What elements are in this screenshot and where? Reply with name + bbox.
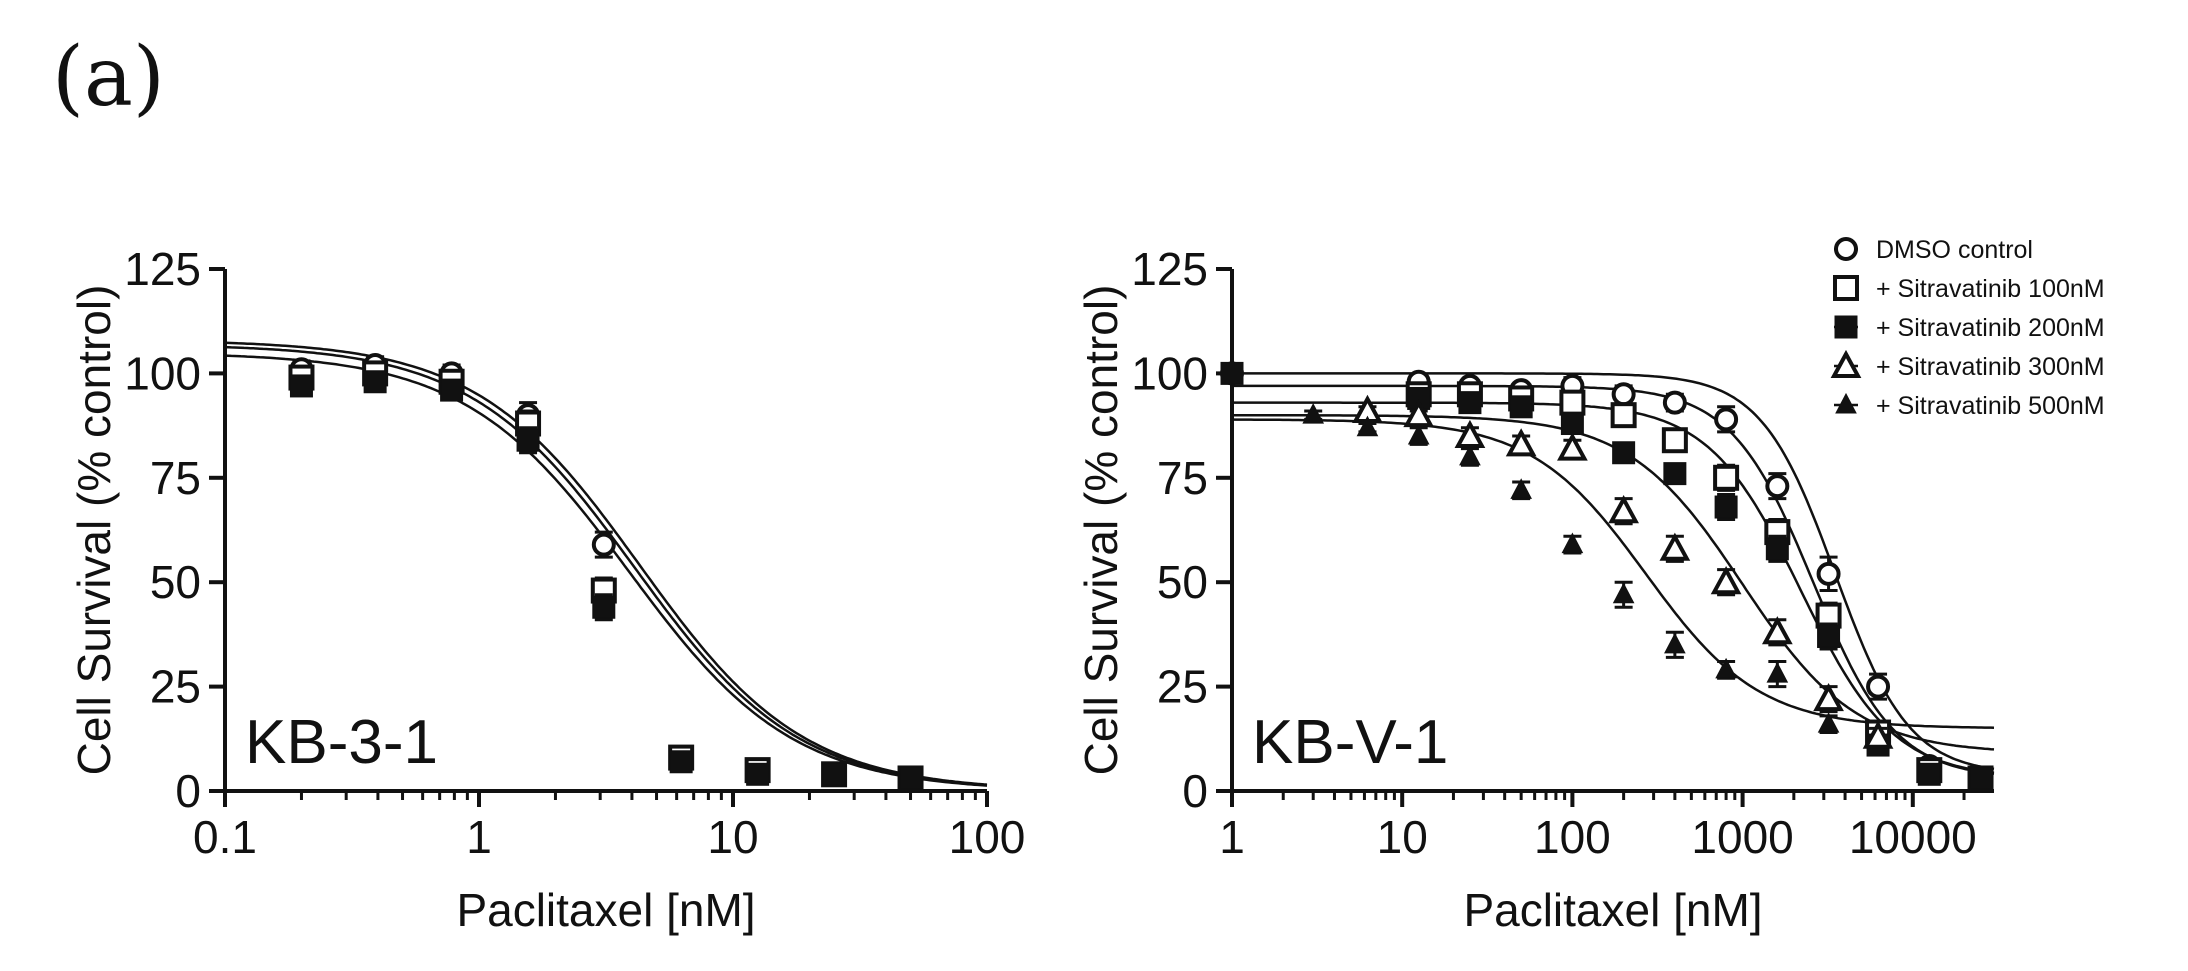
data-point bbox=[1714, 407, 1739, 432]
y-tick-label: 25 bbox=[150, 661, 201, 713]
data-point bbox=[1715, 657, 1737, 679]
series-sitravatinib-200nm bbox=[289, 370, 923, 790]
data-point bbox=[1611, 382, 1636, 407]
data-point bbox=[1765, 474, 1790, 499]
data-point bbox=[1813, 682, 1844, 712]
y-tick-label: 125 bbox=[1131, 243, 1208, 295]
legend-label: + Sitravatinib 100nM bbox=[1876, 275, 2105, 303]
data-point bbox=[1816, 561, 1841, 586]
data-point bbox=[440, 378, 464, 402]
data-point bbox=[1766, 661, 1789, 683]
data-point bbox=[669, 750, 693, 774]
legend-marker bbox=[1833, 275, 1859, 301]
y-tick-label: 25 bbox=[1157, 661, 1208, 713]
data-point bbox=[1710, 566, 1742, 595]
x-axis-title: Paclitaxel [nM] bbox=[1463, 884, 1762, 936]
data-point bbox=[1608, 495, 1640, 524]
data-point bbox=[1659, 532, 1691, 561]
legend-label: + Sitravatinib 200nM bbox=[1876, 314, 2105, 342]
x-tick-label: 100 bbox=[1534, 811, 1611, 863]
data-point bbox=[746, 762, 770, 786]
legend-marker bbox=[1834, 315, 1858, 339]
data-point bbox=[1714, 495, 1738, 519]
panel-label: (a) bbox=[52, 30, 165, 125]
data-point bbox=[1510, 478, 1532, 499]
data-point bbox=[1356, 415, 1379, 437]
data-point bbox=[1663, 462, 1687, 486]
data-point bbox=[1612, 441, 1636, 465]
data-point bbox=[1561, 532, 1584, 554]
data-point bbox=[1817, 712, 1840, 733]
y-axis-title: Cell Survival (% control) bbox=[1075, 285, 1127, 776]
chart-kb-3-1: 0 25 50 75 100 125 0.1 1 10 100 Paclitaxel [nM] Cel… bbox=[68, 243, 1025, 936]
data-point bbox=[1302, 403, 1325, 424]
x-tick-label: 10 bbox=[707, 811, 758, 863]
x-tick-label: 10 bbox=[1377, 811, 1428, 863]
legend-marker bbox=[1834, 237, 1858, 261]
data-point bbox=[1509, 395, 1533, 419]
x-tick-label: 1 bbox=[466, 811, 492, 863]
data-point bbox=[592, 595, 616, 619]
data-point bbox=[363, 370, 387, 394]
fit-curve-sitravatinib-100nm bbox=[224, 345, 988, 787]
data-point bbox=[516, 428, 540, 452]
data-point bbox=[1220, 361, 1244, 385]
y-tick-label: 0 bbox=[175, 765, 201, 817]
data-point bbox=[289, 374, 313, 398]
fit-curve-dmso-control bbox=[224, 341, 988, 786]
x-tick-label: 1 bbox=[1219, 811, 1245, 863]
y-tick-label: 0 bbox=[1182, 765, 1208, 817]
x-tick-label: 10000 bbox=[1849, 811, 1977, 863]
data-point bbox=[1557, 432, 1588, 461]
data-point bbox=[1713, 464, 1740, 491]
series-sitravatinib-500nm bbox=[1302, 403, 1840, 735]
data-point bbox=[899, 766, 923, 790]
data-point bbox=[1610, 402, 1637, 429]
data-point bbox=[822, 762, 846, 786]
data-point bbox=[1862, 720, 1894, 749]
series-sitravatinib-100nm bbox=[1405, 381, 1994, 792]
legend-marker bbox=[1830, 349, 1862, 378]
y-tick-label: 75 bbox=[150, 452, 201, 504]
y-tick-label: 50 bbox=[150, 556, 201, 608]
cell-line-label: KB-V-1 bbox=[1252, 708, 1448, 777]
data-point bbox=[1407, 423, 1430, 445]
data-point bbox=[1866, 674, 1891, 699]
legend-label: DMSO control bbox=[1876, 236, 2033, 264]
data-point bbox=[1661, 427, 1688, 454]
cell-line-label: KB-3-1 bbox=[245, 708, 438, 777]
legend-label: + Sitravatinib 300nM bbox=[1876, 353, 2105, 381]
y-tick-label: 50 bbox=[1157, 556, 1208, 608]
y-tick-label: 75 bbox=[1157, 452, 1208, 504]
chart-kb-v-1: 0 25 50 75 100 125 1 10 100 1000 10000 Paclitaxel [… bbox=[1075, 236, 2105, 936]
data-point bbox=[1560, 412, 1584, 436]
x-tick-label: 1000 bbox=[1691, 811, 1793, 863]
data-point bbox=[1662, 390, 1687, 415]
y-tick-label: 100 bbox=[124, 347, 201, 399]
data-point bbox=[1458, 391, 1482, 415]
data-point bbox=[1917, 762, 1941, 786]
y-tick-label: 100 bbox=[1131, 347, 1208, 399]
x-axis-title: Paclitaxel [nM] bbox=[456, 884, 755, 936]
x-tick-label: 0.1 bbox=[193, 811, 257, 863]
legend-label: + Sitravatinib 500nM bbox=[1876, 392, 2105, 420]
legend-marker bbox=[1835, 392, 1857, 414]
data-point bbox=[1765, 537, 1789, 561]
data-point bbox=[1459, 444, 1481, 466]
data-point bbox=[1664, 632, 1686, 654]
data-point bbox=[591, 532, 616, 557]
data-point bbox=[1817, 624, 1841, 648]
y-axis-title: Cell Survival (% control) bbox=[68, 285, 120, 776]
legend: DMSO control + Sitravatinib 100nM + Sitrav… bbox=[1830, 236, 2105, 420]
data-point bbox=[1612, 582, 1635, 604]
y-tick-label: 125 bbox=[124, 243, 201, 295]
x-tick-label: 100 bbox=[949, 811, 1026, 863]
data-point bbox=[1559, 389, 1586, 416]
data-point bbox=[1761, 616, 1793, 645]
fit-curve-dmso-control bbox=[1232, 372, 1995, 771]
data-point bbox=[1505, 428, 1537, 457]
data-point bbox=[1969, 766, 1993, 790]
